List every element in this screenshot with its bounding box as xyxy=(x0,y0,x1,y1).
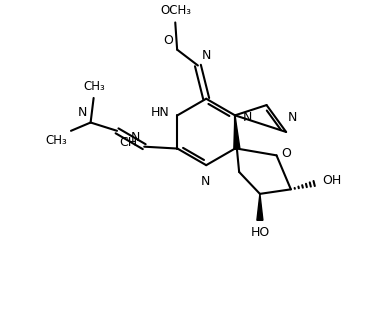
Text: N: N xyxy=(201,50,211,63)
Text: OCH₃: OCH₃ xyxy=(161,4,191,17)
Text: O: O xyxy=(281,147,291,160)
Text: HO: HO xyxy=(251,226,270,239)
Polygon shape xyxy=(234,115,240,149)
Text: HN: HN xyxy=(151,106,169,119)
Text: OH: OH xyxy=(323,174,342,187)
Text: N: N xyxy=(242,111,252,124)
Text: N: N xyxy=(78,107,87,120)
Polygon shape xyxy=(257,194,263,220)
Text: N: N xyxy=(201,175,210,188)
Text: N: N xyxy=(131,131,141,144)
Text: N: N xyxy=(288,111,297,124)
Text: CH₃: CH₃ xyxy=(46,134,67,147)
Text: CH₃: CH₃ xyxy=(83,80,105,93)
Text: CH: CH xyxy=(119,136,137,149)
Text: O: O xyxy=(164,34,173,47)
